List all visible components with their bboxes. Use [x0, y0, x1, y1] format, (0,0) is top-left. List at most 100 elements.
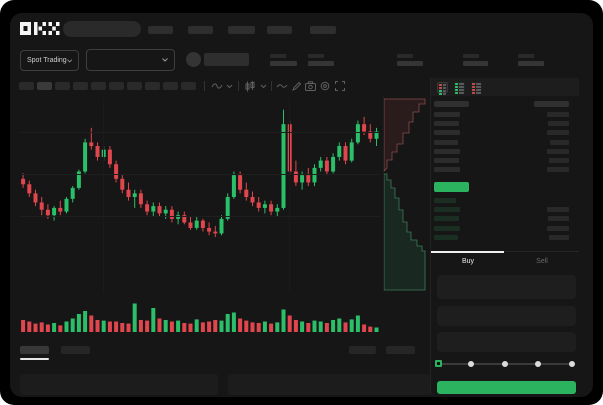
pair-coin-avatar — [186, 52, 201, 67]
bottom-panel-right[interactable] — [228, 374, 430, 395]
candlestick-chart[interactable] — [20, 98, 380, 293]
orderbook-asks[interactable] — [431, 110, 579, 174]
ask-row[interactable] — [431, 128, 579, 137]
camera-snapshot-icon[interactable] — [305, 81, 316, 91]
ask-row[interactable] — [431, 156, 579, 165]
slider-stop-0-selected[interactable] — [435, 360, 442, 367]
tab-buy[interactable]: Buy — [461, 257, 475, 265]
gridline — [103, 98, 104, 293]
bid-row[interactable] — [431, 214, 579, 223]
stat-1-value — [270, 61, 297, 66]
nav-item-5[interactable] — [310, 26, 336, 34]
stat-3-label — [397, 54, 413, 58]
candlestick-svg — [21, 109, 379, 238]
gridline — [20, 216, 380, 217]
slider-stop-75[interactable] — [535, 361, 541, 367]
okx-logo-glyph — [20, 22, 60, 35]
stat-3-value — [397, 61, 423, 66]
timeframe-button-10[interactable] — [181, 82, 196, 90]
orderbook-bids[interactable] — [431, 196, 579, 242]
bid-row[interactable] — [431, 196, 579, 205]
depth-svg — [383, 98, 426, 291]
stat-4-value — [463, 61, 488, 66]
draw-pencil-icon[interactable] — [291, 81, 302, 92]
timeframe-button-1[interactable] — [19, 82, 34, 90]
slider-stop-25[interactable] — [468, 361, 474, 367]
bottom-panel-left[interactable] — [20, 374, 218, 395]
depth-profile — [383, 97, 430, 291]
ask-row[interactable] — [431, 119, 579, 128]
toolbar-separator — [204, 81, 205, 91]
nav-item-3[interactable] — [228, 26, 255, 34]
chevron-down-icon[interactable] — [260, 84, 267, 89]
settings-icon[interactable] — [320, 81, 330, 91]
stat-4-label — [463, 54, 479, 58]
stat-5-label — [518, 54, 534, 58]
nav-item-1[interactable] — [148, 26, 173, 34]
stat-2-label — [308, 54, 324, 58]
bottom-action-1[interactable] — [349, 346, 376, 354]
active-tab-indicator — [431, 251, 504, 253]
chart-style-icon[interactable] — [244, 81, 256, 92]
bid-row[interactable] — [431, 233, 579, 242]
orderbook-header-price — [434, 101, 469, 107]
timeframe-button-6[interactable] — [109, 82, 124, 90]
timeframe-button-9[interactable] — [163, 82, 178, 90]
orderbook-view-bids-icon[interactable] — [454, 82, 465, 94]
ask-row[interactable] — [431, 138, 579, 147]
price-input[interactable] — [437, 275, 576, 299]
nav-item-4[interactable] — [267, 26, 292, 34]
search-bar[interactable] — [63, 21, 141, 37]
bottom-action-2[interactable] — [386, 346, 415, 354]
bottom-tab-active-underline — [20, 358, 49, 360]
line-tool-icon[interactable] — [276, 81, 288, 91]
stat-2-value — [308, 61, 334, 66]
timeframe-button-5[interactable] — [91, 82, 106, 90]
amount-input[interactable] — [437, 306, 576, 326]
timeframe-button-4[interactable] — [73, 82, 88, 90]
chevron-down-icon[interactable] — [226, 84, 233, 89]
orderbook-view-asks-icon[interactable] — [471, 82, 482, 94]
total-input[interactable] — [437, 332, 576, 352]
gridline — [289, 98, 290, 293]
slider-stop-50[interactable] — [502, 361, 508, 367]
fullscreen-icon[interactable] — [335, 81, 345, 91]
slider-stop-100[interactable] — [569, 361, 575, 367]
ask-row[interactable] — [431, 110, 579, 119]
toolbar-separator — [238, 81, 239, 91]
timeframe-button-7[interactable] — [127, 82, 142, 90]
gridline — [20, 174, 380, 175]
orderbook-view-toggles — [431, 78, 579, 96]
volume-histogram — [20, 298, 380, 332]
buy-submit-button[interactable] — [437, 381, 576, 394]
market-type-label: Spot Trading — [27, 57, 67, 64]
market-type-dropdown[interactable]: Spot Trading — [20, 50, 79, 71]
timeframe-button-2-active[interactable] — [37, 82, 52, 90]
indicator-wave-icon[interactable] — [211, 81, 223, 91]
stat-5-value — [518, 61, 544, 66]
volume-svg — [21, 303, 379, 332]
timeframe-button-3[interactable] — [55, 82, 70, 90]
orderbook-header-amount — [534, 101, 569, 107]
nav-item-2[interactable] — [188, 26, 213, 34]
ask-row[interactable] — [431, 165, 579, 174]
bottom-tab-1-active[interactable] — [20, 346, 49, 354]
bid-row[interactable] — [431, 205, 579, 214]
okx-logo[interactable] — [20, 21, 60, 36]
ask-row[interactable] — [431, 147, 579, 156]
pair-selector-dropdown[interactable] — [86, 49, 175, 71]
chevron-down-icon — [162, 58, 168, 62]
timeframe-button-8[interactable] — [145, 82, 160, 90]
orderbook-view-combined-icon[interactable] — [437, 82, 448, 95]
buy-sell-tabs: Buy Sell — [431, 251, 579, 270]
order-panel: Buy Sell — [430, 78, 579, 395]
bid-row[interactable] — [431, 224, 579, 233]
pair-name-placeholder — [204, 53, 249, 66]
gridline — [20, 132, 380, 133]
chevron-down-icon — [66, 58, 72, 63]
orderbook-last-price[interactable] — [434, 182, 469, 192]
stat-1-label — [270, 54, 286, 58]
tab-sell[interactable]: Sell — [536, 257, 548, 265]
toolbar-separator — [271, 81, 272, 91]
bottom-tab-2[interactable] — [61, 346, 90, 354]
